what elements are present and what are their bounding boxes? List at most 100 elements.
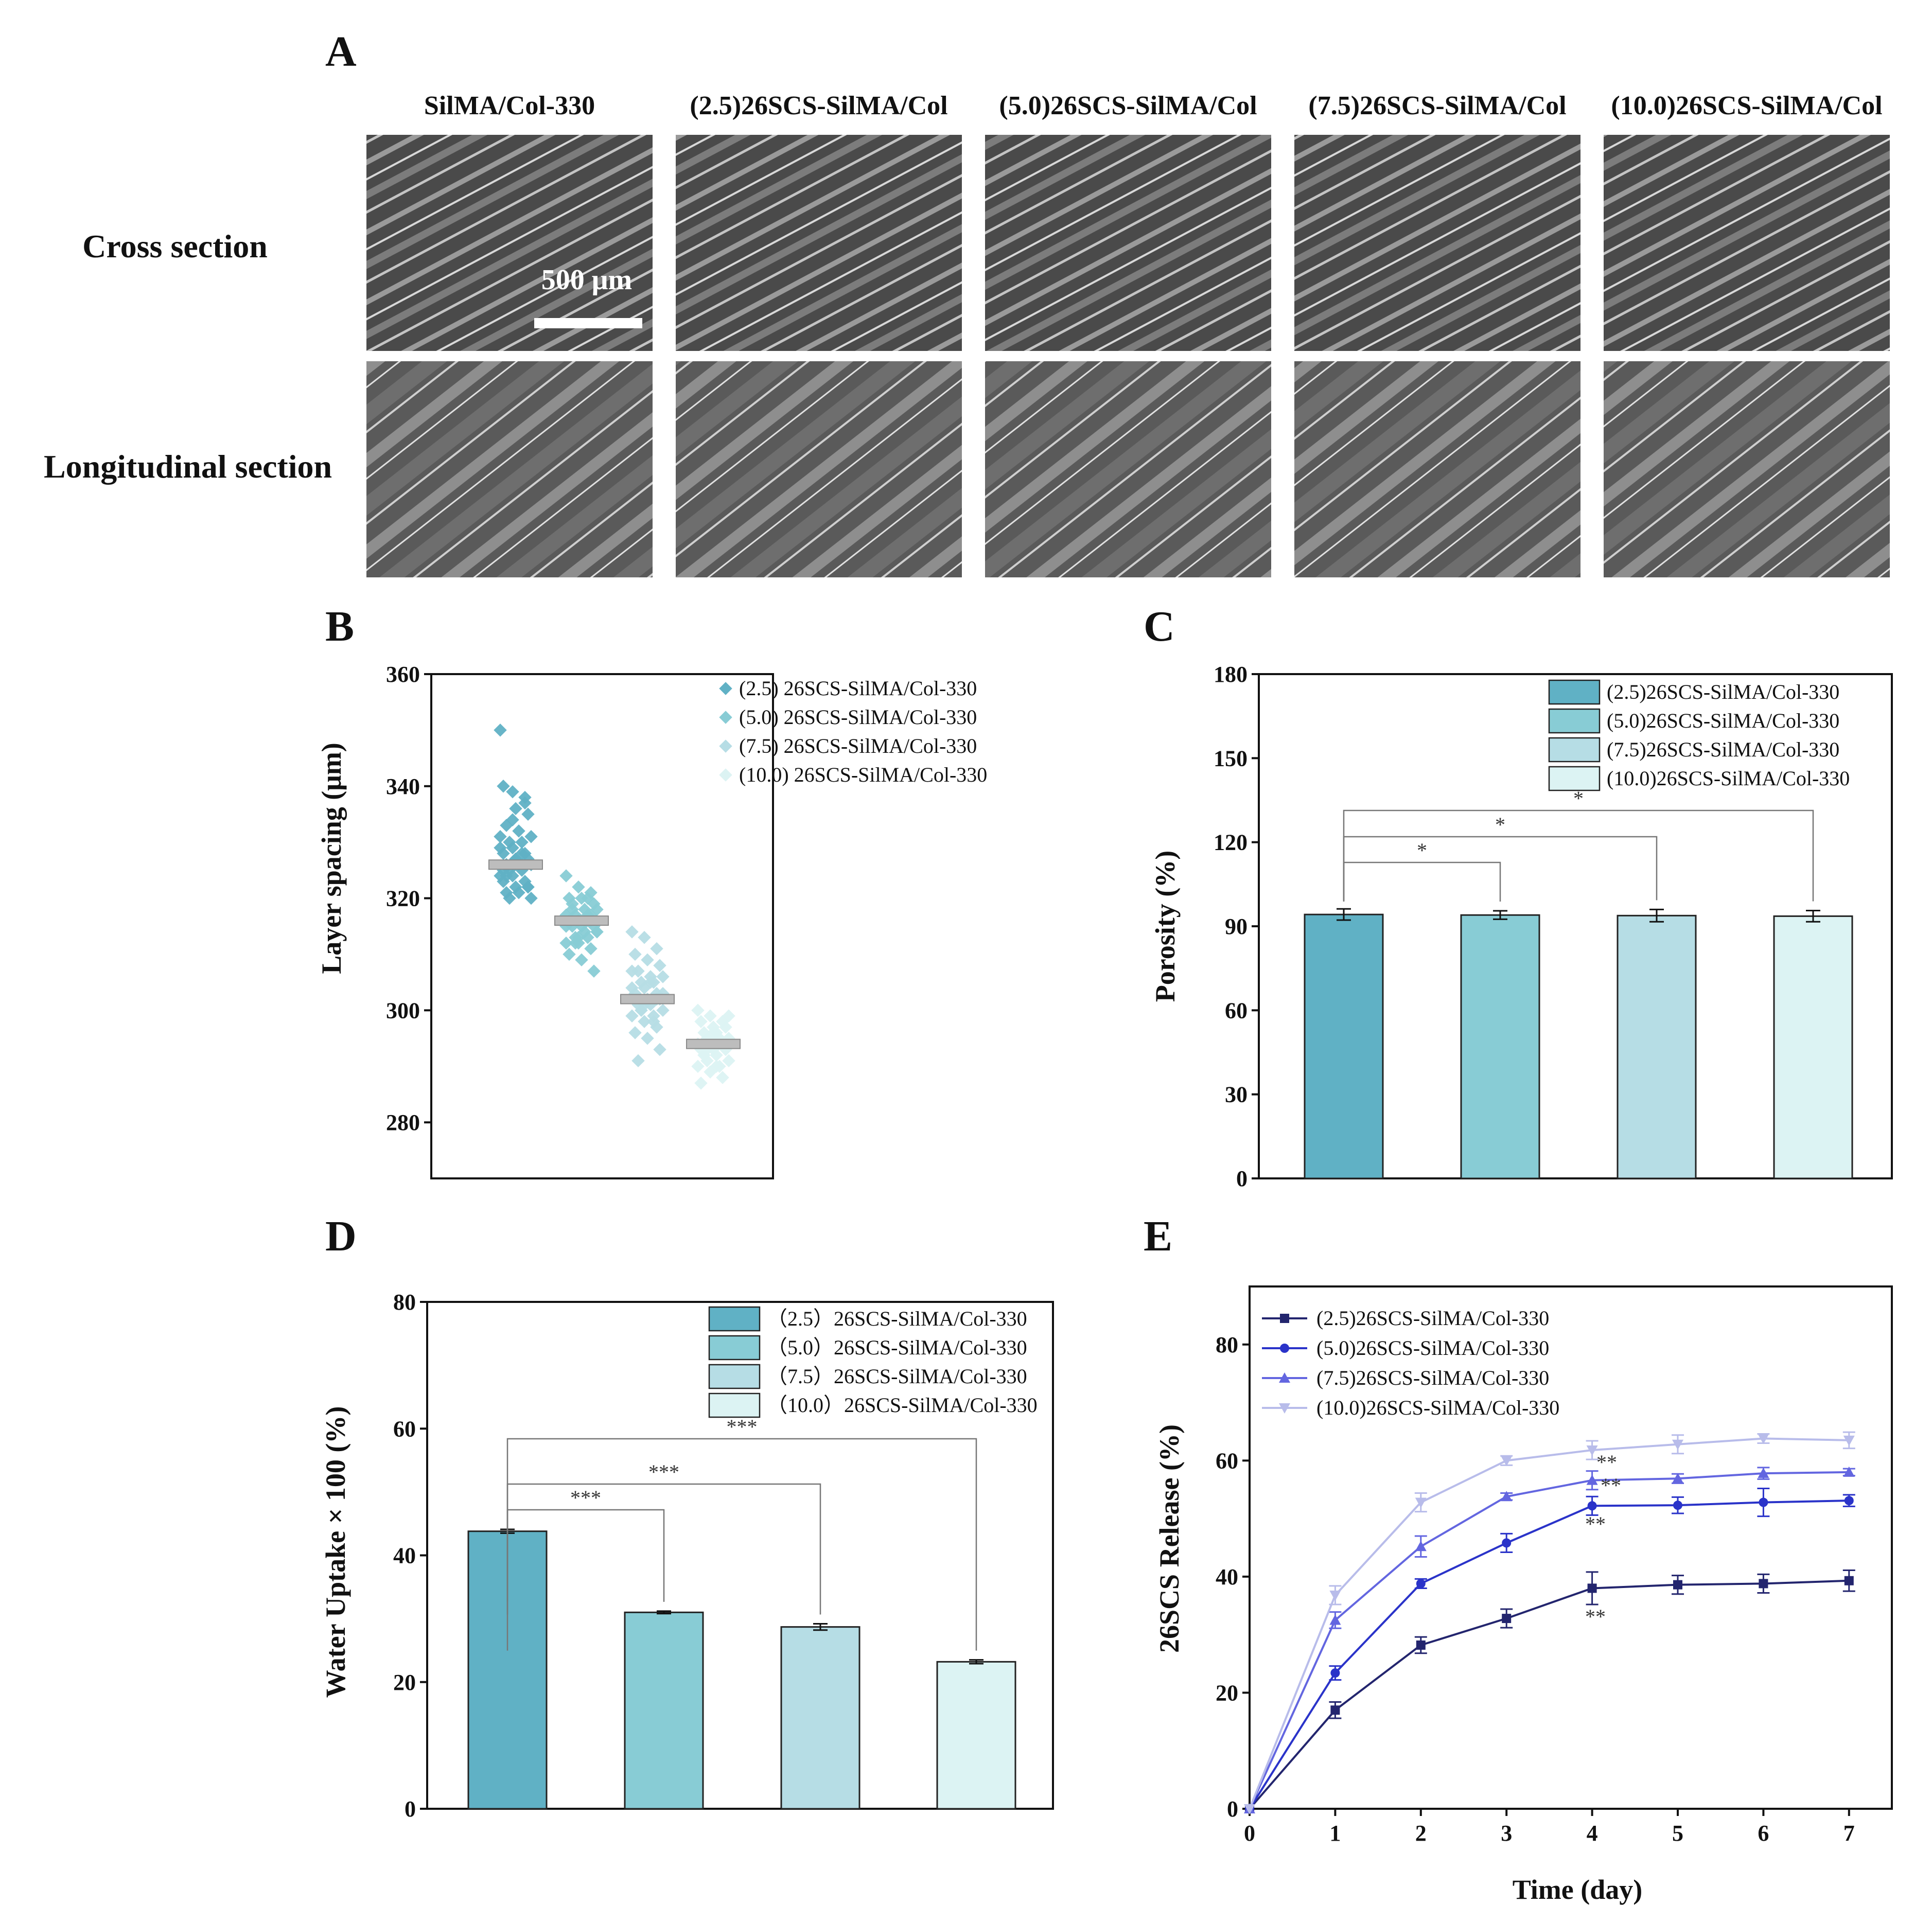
chart-c-sig-bracket-2: [1343, 809, 1814, 902]
chart-c-ytick-label-6: 180: [1214, 662, 1248, 687]
sem-image-cross-4: [1604, 135, 1890, 351]
chart-c-ytick-label-0: 0: [1236, 1166, 1248, 1191]
chart-b-point-1-24: [584, 942, 598, 956]
column-title-2: (5.0)26SCS-SilMA/Col: [999, 91, 1257, 120]
sem-image-grid: [366, 135, 1890, 577]
chart-e-legend-marker-0: [1280, 1314, 1289, 1323]
chart-d-ylabel: Water Uptake × 100 (%): [320, 1406, 351, 1698]
chart-c-bar-1: [1460, 914, 1540, 1179]
sem-image-long-4: [1604, 361, 1890, 577]
chart-c-legend-label-0: (2.5)26SCS-SilMA/Col-330: [1607, 680, 1839, 703]
chart-d-legend-label-2: （7.5）26SCS-SilMA/Col-330: [767, 1365, 1027, 1388]
chart-d-legend-label-3: （10.0）26SCS-SilMA/Col-330: [767, 1394, 1038, 1417]
chart-b-point-1-27: [587, 964, 601, 978]
chart-e-point-2-1: [1329, 1614, 1341, 1625]
chart-e-ytick-label-0: 0: [1227, 1796, 1238, 1822]
chart-b-point-1-1: [572, 880, 585, 894]
chart-c-legend-swatch-2: [1548, 737, 1601, 763]
chart-c-legend-label-2: (7.5)26SCS-SilMA/Col-330: [1607, 738, 1839, 761]
chart-d-legend-swatch-3: [708, 1392, 761, 1418]
chart-e-legend-marker-3: [1279, 1403, 1290, 1414]
chart-e-point-3-0: [1244, 1804, 1255, 1814]
chart-e-ytick-label-1: 20: [1216, 1680, 1238, 1705]
chart-e-annotation-2: **: [1601, 1474, 1621, 1497]
chart-d-legend-label-1: （5.0）26SCS-SilMA/Col-330: [767, 1336, 1027, 1359]
chart-b: 280 300 320 340 360 (2.5) 26SCS-SilMA/Col-330…: [386, 662, 987, 1179]
chart-b-legend-marker-2: [719, 739, 732, 753]
chart-d-legend-swatch-1: [708, 1335, 761, 1361]
chart-e-ytick-label-2: 40: [1216, 1564, 1238, 1590]
chart-b-point-2-4: [641, 953, 654, 967]
chart-e-frame: [1249, 1285, 1893, 1810]
chart-e-line-0: [1249, 1579, 1849, 1810]
chart-c-ylabel: Porosity (%): [1150, 851, 1181, 1002]
chart-b-point-0-7: [512, 824, 525, 838]
chart-e-ytick-label-4: 80: [1216, 1332, 1238, 1357]
chart-b-point-1-26: [575, 953, 588, 967]
chart-e-point-2-5: [1672, 1473, 1683, 1484]
chart-e-point-0-6: [1759, 1579, 1768, 1589]
chart-e-xtick-label-3: 3: [1501, 1821, 1512, 1846]
scale-bar-label: 500 μm: [541, 264, 632, 296]
chart-e-point-1-6: [1759, 1497, 1768, 1507]
sem-image-cross-0: [366, 135, 653, 351]
chart-e-point-1-7: [1844, 1496, 1854, 1506]
chart-c-bar-3: [1773, 915, 1853, 1179]
chart-c-legend-swatch-0: [1548, 679, 1601, 705]
chart-e-xtick-label-6: 6: [1758, 1821, 1769, 1846]
chart-e-point-1-3: [1502, 1538, 1512, 1548]
chart-b-point-3-24: [716, 1071, 729, 1084]
chart-d-bar-1: [624, 1611, 704, 1810]
chart-c-legend-swatch-1: [1548, 708, 1601, 734]
chart-d-sig-bracket-2: [506, 1438, 977, 1651]
chart-e-xlabel: Time (day): [1513, 1874, 1643, 1905]
row-label-longitudinal: Longitudinal section: [44, 448, 332, 485]
chart-b-ytick-label-2: 320: [386, 886, 420, 911]
chart-e-point-3-6: [1758, 1434, 1769, 1444]
sem-image-long-2: [985, 361, 1271, 577]
chart-d-bar-3: [936, 1661, 1016, 1810]
column-title-4: (10.0)26SCS-SilMA/Col: [1611, 91, 1882, 120]
chart-e-point-0-5: [1673, 1580, 1682, 1590]
chart-e: 0 20 40 60 80 0 1 2 3 4 5 6 7 (2.5)26SCS-SilMA/Col-33…: [1216, 1285, 1893, 1846]
chart-c-sig-label-1: *: [1495, 813, 1505, 836]
chart-c: 0 30 60 90 120 150 180 * * * (2.5)26SCS-SilMA/Col-…: [1214, 662, 1893, 1191]
chart-c-ytick-label-2: 60: [1225, 998, 1248, 1023]
chart-b-point-3-25: [694, 1077, 708, 1090]
chart-b-mean-1: [554, 915, 609, 926]
panel-c-letter: C: [1144, 603, 1175, 650]
chart-b-legend-label-3: (10.0) 26SCS-SilMA/Col-330: [739, 763, 987, 786]
chart-e-legend-label-1: (5.0)26SCS-SilMA/Col-330: [1316, 1336, 1549, 1360]
chart-d-ytick-label-2: 40: [393, 1543, 416, 1568]
chart-e-point-1-1: [1330, 1668, 1340, 1678]
chart-b-ytick-label-1: 300: [386, 998, 420, 1023]
chart-c-sig-bracket-0: [1343, 861, 1501, 902]
sem-image-long-3: [1294, 361, 1580, 577]
chart-d-bar-2: [780, 1626, 860, 1810]
sem-image-cross-2: [985, 135, 1271, 351]
chart-d-legend-swatch-0: [708, 1306, 761, 1332]
chart-c-bar-2: [1617, 914, 1697, 1179]
chart-b-point-2-27: [653, 1043, 666, 1056]
chart-e-point-3-1: [1329, 1590, 1341, 1601]
chart-b-point-2-1: [638, 931, 651, 944]
chart-e-point-3-2: [1415, 1497, 1427, 1508]
chart-b-point-2-2: [650, 942, 663, 956]
chart-c-legend-label-3: (10.0)26SCS-SilMA/Col-330: [1607, 767, 1850, 790]
chart-c-ytick-label-4: 120: [1214, 830, 1248, 855]
chart-e-point-2-4: [1586, 1474, 1598, 1485]
chart-b-point-2-25: [628, 1026, 642, 1039]
chart-e-point-3-3: [1501, 1456, 1513, 1467]
chart-e-xtick-label-2: 2: [1415, 1821, 1427, 1846]
chart-e-ylabel: 26SCS Release (%): [1154, 1424, 1185, 1653]
chart-b-point-3-0: [691, 1003, 705, 1017]
chart-c-ytick-label-5: 150: [1214, 746, 1248, 771]
chart-e-line-2: [1249, 1471, 1849, 1809]
chart-b-point-0-30: [524, 891, 538, 905]
scale-bar: [534, 318, 642, 328]
chart-e-legend-label-3: (10.0)26SCS-SilMA/Col-330: [1316, 1396, 1559, 1419]
chart-b-legend-label-0: (2.5) 26SCS-SilMA/Col-330: [739, 677, 977, 700]
sem-image-cross-3: [1294, 135, 1580, 351]
chart-b-ytick-label-4: 360: [386, 662, 420, 687]
